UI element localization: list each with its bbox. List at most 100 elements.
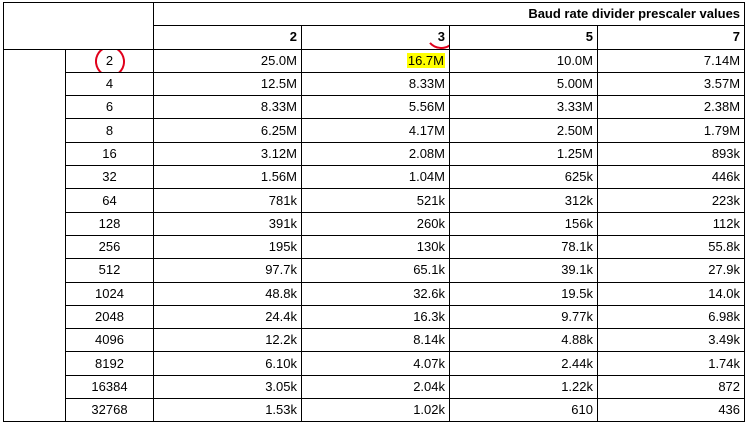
title-row: Baud rate divider prescaler values [3, 1, 746, 50]
value-cell: 3.57M [596, 71, 746, 97]
value-cell: 2.08M [301, 141, 450, 167]
value-cell: 446k [596, 165, 746, 190]
value-cell: 5.00M [449, 71, 598, 97]
value-cell: 521k [301, 188, 450, 213]
value-cell: 1.22k [449, 374, 598, 400]
value-cell: 12.5M [153, 71, 302, 97]
value-cell: 14.0k [596, 281, 746, 306]
scaler-cell: 16384 [65, 374, 154, 400]
value-cell: 893k [596, 141, 746, 167]
value-cell: 78.1k [449, 234, 598, 260]
value-cell: 39.1k [449, 258, 598, 283]
value-cell: 4.88k [449, 328, 598, 353]
scaler-cell: 512 [65, 258, 154, 283]
value-cell: 1.79M [596, 118, 746, 143]
table-row: 16 3.12M 2.08M 1.25M 893k [4, 141, 746, 167]
circled-header-3: 3 [424, 26, 449, 49]
scaler-cell: 8 [65, 118, 154, 143]
value-cell: 1.53k [153, 398, 302, 422]
scaler-cell: 4096 [65, 328, 154, 353]
table-row: 32 1.56M 1.04M 625k 446k [4, 165, 746, 190]
table-row: 1024 48.8k 32.6k 19.5k 14.0k [4, 281, 746, 306]
table-row: 512 97.7k 65.1k 39.1k 27.9k [4, 258, 746, 283]
value-cell: 112k [596, 211, 746, 236]
column-group-title: Baud rate divider prescaler values [152, 1, 746, 27]
table-row: 2048 24.4k 16.3k 9.77k 6.98k [4, 304, 746, 330]
column-header-7: 7 [596, 25, 746, 50]
value-cell: 12.2k [153, 328, 302, 353]
value-cell: 10.0M [449, 48, 598, 73]
red-circle-annotation [92, 50, 127, 72]
scaler-cell: 4 [65, 71, 154, 97]
value-cell: 781k [153, 188, 302, 213]
value-cell: 9.77k [449, 304, 598, 330]
value-cell: 1.04M [301, 165, 450, 190]
value-cell: 156k [449, 211, 598, 236]
value-cell: 1.56M [153, 165, 302, 190]
value-cell: 97.7k [153, 258, 302, 283]
table-row: 32768 1.53k 1.02k 610 436 [4, 398, 746, 422]
scaler-cell: 6 [65, 95, 154, 120]
value-cell: 6.98k [596, 304, 746, 330]
value-cell: 8.14k [301, 328, 450, 353]
scaler-cell: 128 [65, 211, 154, 236]
value-cell: 2.04k [301, 374, 450, 400]
value-cell: 7.14M [596, 48, 746, 73]
value-cell: 6.25M [153, 118, 302, 143]
scaler-cell: 256 [65, 234, 154, 260]
value-cell: 3.05k [153, 374, 302, 400]
value-cell: 2.50M [449, 118, 598, 143]
scaler-cell: 32768 [65, 398, 154, 422]
circled-scaler-2: 2 [92, 50, 127, 72]
value-cell: 4.07k [301, 351, 450, 376]
value-cell: 312k [449, 188, 598, 213]
table-row: 16384 3.05k 2.04k 1.22k 872 [4, 374, 746, 400]
scaler-cell: 2048 [65, 304, 154, 330]
table-row: 4 12.5M 8.33M 5.00M 3.57M [4, 71, 746, 97]
column-header-2: 2 [153, 25, 302, 50]
value-cell: 16.3k [301, 304, 450, 330]
value-cell: 130k [301, 234, 450, 260]
value-cell: 3.33M [449, 95, 598, 120]
value-cell: 27.9k [596, 258, 746, 283]
table-row: Baud Rate Scaler Values225.0M16.7M10.0M7… [3, 48, 746, 422]
value-cell: 1.74k [596, 351, 746, 376]
value-cell: 391k [153, 211, 302, 236]
value-cell: 55.8k [596, 234, 746, 260]
value-cell: 3.12M [153, 141, 302, 167]
value-cell: 2.38M [596, 95, 746, 120]
value-cell: 223k [596, 188, 746, 213]
value-cell: 625k [449, 165, 598, 190]
value-cell: 8.33M [301, 71, 450, 97]
scaler-cell: 32 [65, 165, 154, 190]
value-cell: 2.44k [449, 351, 598, 376]
scaler-cell: 16 [65, 141, 154, 167]
value-cell: 8.33M [153, 95, 302, 120]
value-cell: 436 [596, 398, 746, 422]
scaler-cell: 1024 [65, 281, 154, 306]
value-cell: 6.10k [153, 351, 302, 376]
value-cell: 610 [449, 398, 598, 422]
value-cell: 260k [301, 211, 450, 236]
value-cell: 5.56M [301, 95, 450, 120]
table-row: 8192 6.10k 4.07k 2.44k 1.74k [4, 351, 746, 376]
value-cell: 32.6k [301, 281, 450, 306]
table-row: 128 391k 260k 156k 112k [4, 211, 746, 236]
row-group-title-cell: Baud Rate Scaler Values [3, 48, 66, 422]
value-cell: 1.02k [301, 398, 450, 422]
value-cell: 48.8k [153, 281, 302, 306]
value-cell: 872 [596, 374, 746, 400]
scaler-cell: 8192 [65, 351, 154, 376]
value-cell: 16.7M [301, 48, 450, 73]
highlighted-value: 16.7M [406, 52, 445, 68]
column-header-3: 3 [301, 25, 450, 50]
value-cell: 195k [153, 234, 302, 260]
scaler-cell: 2 [65, 48, 154, 73]
column-header-5: 5 [449, 25, 598, 50]
table-row: 64 781k 521k 312k 223k [4, 188, 746, 213]
value-cell: 25.0M [153, 48, 302, 73]
value-cell: 19.5k [449, 281, 598, 306]
red-circle-annotation [424, 26, 449, 49]
value-cell: 4.17M [301, 118, 450, 143]
